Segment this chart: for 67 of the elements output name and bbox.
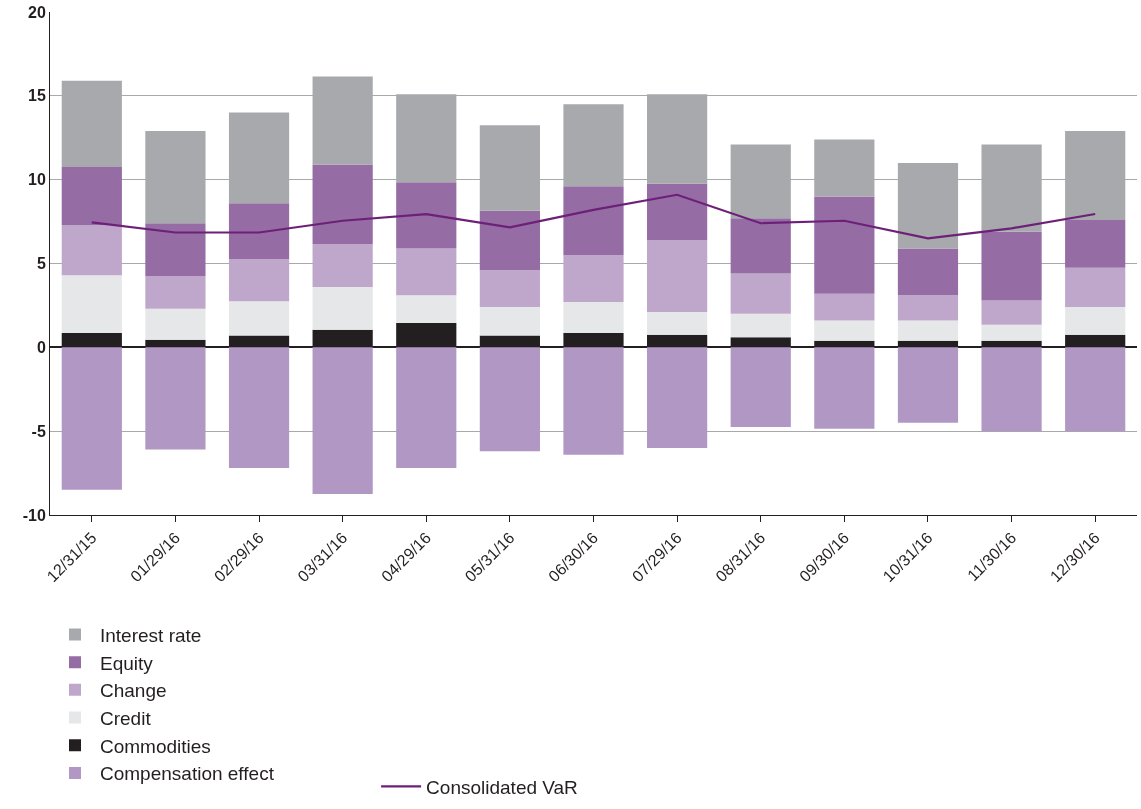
legend-label: Credit [100, 707, 152, 729]
bar [61, 224, 122, 276]
bar [647, 312, 708, 335]
bar [981, 347, 1042, 432]
bar [1065, 307, 1126, 335]
legend-label: Change [100, 680, 167, 702]
bar [479, 210, 540, 271]
y-tick-label: 10 [28, 171, 46, 189]
bar [61, 167, 122, 225]
bar [228, 301, 290, 336]
bar [897, 347, 959, 423]
legend-label: Equity [100, 652, 154, 674]
bar [897, 248, 959, 296]
bar [145, 223, 206, 277]
bar [563, 255, 624, 303]
bar [897, 295, 959, 321]
bar [647, 240, 708, 313]
bar [312, 347, 373, 495]
bar [1065, 347, 1126, 432]
bar [563, 186, 624, 256]
bar [1065, 267, 1126, 308]
bar [814, 196, 875, 294]
bar [228, 259, 290, 302]
bar [479, 270, 540, 308]
bar [479, 307, 540, 336]
y-tick-label: 5 [36, 255, 46, 273]
line-series [90, 193, 1097, 240]
bar [312, 286, 373, 330]
bar [312, 164, 373, 245]
bar [228, 203, 290, 260]
legend-label: Interest rate [100, 624, 202, 646]
bar [814, 293, 875, 321]
bar [981, 324, 1042, 341]
bar [396, 182, 457, 249]
bar [61, 275, 122, 334]
bar [730, 313, 791, 338]
bar [563, 302, 624, 334]
legend-label: Consolidated VaR [426, 776, 578, 798]
bar [814, 320, 875, 341]
y-tick-label: -10 [22, 506, 46, 524]
y-tick-label: 15 [28, 87, 46, 105]
legend-label: Commodities [100, 735, 211, 757]
bar [730, 218, 791, 274]
bar [145, 347, 206, 450]
bar [814, 347, 875, 429]
bar [647, 183, 708, 241]
y-tick-label: -5 [31, 422, 46, 440]
bar [981, 300, 1042, 325]
y-tick-label: 0 [36, 338, 46, 356]
bar [396, 248, 457, 296]
bar [647, 347, 708, 448]
bar [479, 347, 540, 452]
bar [396, 295, 457, 324]
y-tick-label: 20 [28, 3, 46, 21]
bar [396, 347, 457, 469]
bar [145, 308, 206, 340]
bar [145, 276, 206, 309]
bar [730, 347, 791, 427]
bar [897, 320, 959, 341]
bar [228, 347, 290, 469]
bar [730, 273, 791, 314]
bar [1065, 219, 1126, 268]
bar [312, 244, 373, 287]
bar [563, 347, 624, 455]
legend-label: Compensation effect [100, 763, 275, 785]
bar [61, 347, 122, 490]
bar [981, 231, 1042, 301]
